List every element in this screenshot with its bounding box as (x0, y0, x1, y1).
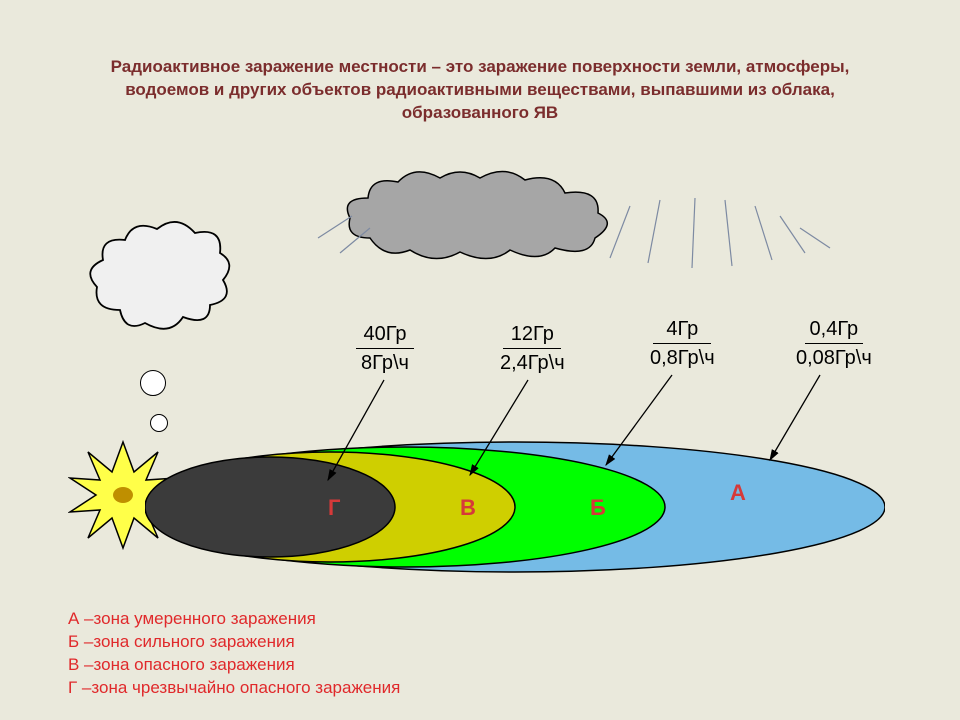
dose-a-top: 0,4Гр (796, 318, 872, 341)
zone-g-ellipse (145, 457, 395, 557)
divider (503, 348, 561, 349)
page-title: Радиоактивное заражение местности – это … (80, 56, 880, 125)
dose-b-bot: 0,8Гр\ч (650, 347, 715, 370)
legend-g: Г –зона чрезвычайно опасного заражения (68, 677, 400, 700)
dose-g-bot: 8Гр\ч (356, 352, 414, 375)
thought-bubble-1 (140, 370, 166, 396)
zone-a-label: А (730, 480, 746, 506)
dose-g: 40Гр 8Гр\ч (356, 323, 414, 375)
thought-cloud (85, 215, 235, 355)
dose-b: 4Гр 0,8Гр\ч (650, 318, 715, 370)
dose-a: 0,4Гр 0,08Гр\ч (796, 318, 872, 370)
legend-b: Б –зона сильного заражения (68, 631, 400, 654)
dose-v-top: 12Гр (500, 323, 565, 346)
divider (356, 348, 414, 349)
dose-g-top: 40Гр (356, 323, 414, 346)
zone-v-label: В (460, 495, 476, 521)
dose-a-bot: 0,08Гр\ч (796, 347, 872, 370)
zone-g-label: Г (328, 495, 340, 521)
dose-b-top: 4Гр (650, 318, 715, 341)
zone-b-label: Б (590, 495, 606, 521)
divider (805, 343, 863, 344)
dose-v-bot: 2,4Гр\ч (500, 352, 565, 375)
rain-lines (300, 168, 860, 308)
dose-v: 12Гр 2,4Гр\ч (500, 323, 565, 375)
legend: А –зона умеренного заражения Б –зона сил… (68, 608, 400, 700)
legend-v: В –зона опасного заражения (68, 654, 400, 677)
contamination-zones (145, 420, 885, 595)
divider (653, 343, 711, 344)
legend-a: А –зона умеренного заражения (68, 608, 400, 631)
